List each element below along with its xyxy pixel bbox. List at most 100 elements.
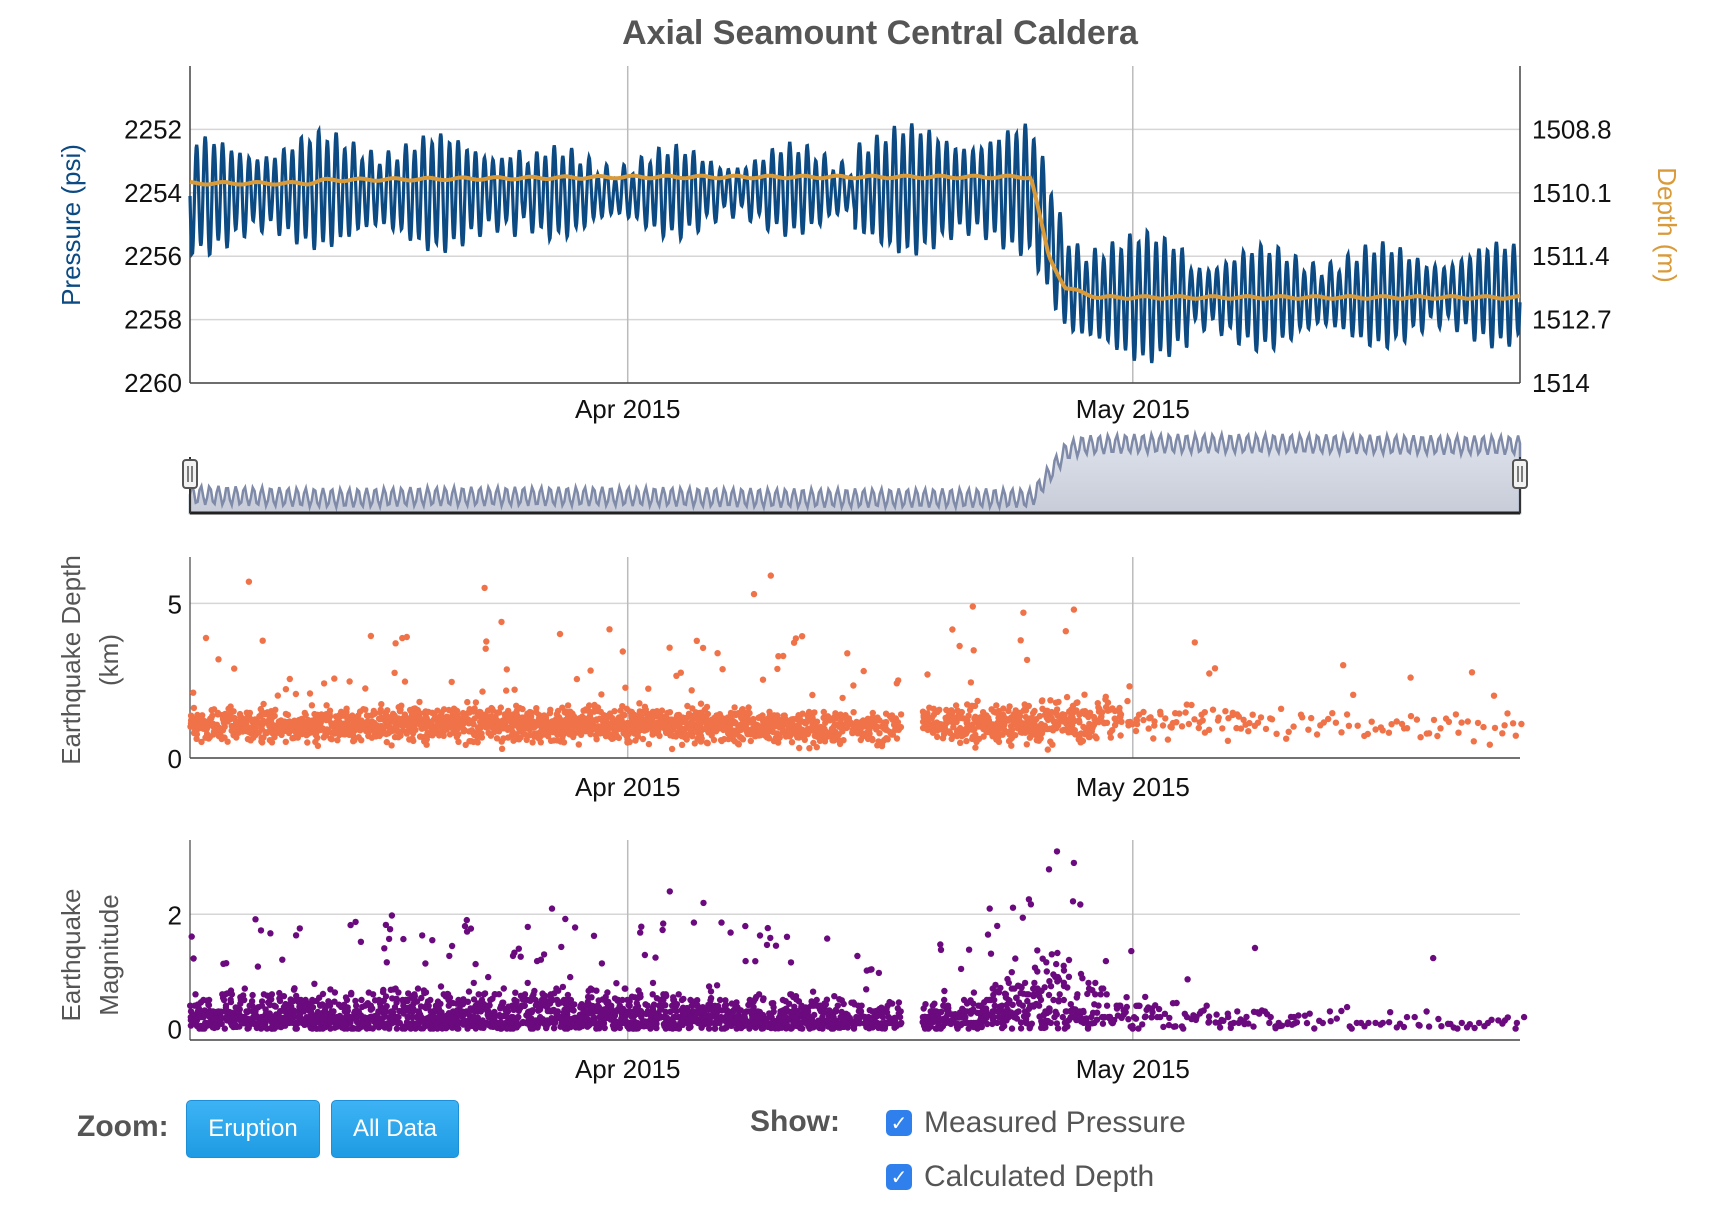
data-point bbox=[519, 718, 527, 725]
data-point bbox=[635, 987, 642, 994]
data-point bbox=[448, 678, 455, 686]
data-point bbox=[1365, 1019, 1372, 1027]
data-point bbox=[274, 692, 281, 699]
data-point bbox=[446, 952, 453, 960]
y2-tick-label: 1511.4 bbox=[1532, 241, 1610, 271]
data-point bbox=[223, 960, 230, 967]
data-point bbox=[1155, 1005, 1163, 1013]
data-point bbox=[369, 718, 376, 725]
data-point bbox=[397, 706, 404, 713]
data-point bbox=[529, 739, 536, 746]
data-point bbox=[1056, 991, 1063, 998]
zoom-all-data-button[interactable]: All Data bbox=[331, 1100, 459, 1158]
data-point bbox=[970, 989, 978, 996]
data-point bbox=[537, 739, 544, 746]
data-point bbox=[403, 633, 410, 641]
data-point bbox=[517, 953, 524, 960]
data-point bbox=[1034, 968, 1041, 975]
data-point bbox=[317, 725, 324, 732]
data-point bbox=[770, 1000, 777, 1007]
data-point bbox=[556, 630, 564, 638]
calculated-depth-toggle[interactable]: ✓ Calculated Depth bbox=[886, 1160, 1154, 1194]
data-point bbox=[1122, 1008, 1129, 1016]
data-point bbox=[1343, 1003, 1351, 1011]
data-point bbox=[567, 708, 574, 715]
data-point bbox=[271, 712, 278, 720]
timeline-navigator[interactable] bbox=[0, 0, 1710, 520]
data-point bbox=[1047, 1019, 1055, 1027]
data-point bbox=[369, 1005, 376, 1012]
data-point bbox=[495, 991, 503, 998]
checkmark-icon[interactable]: ✓ bbox=[886, 1110, 912, 1136]
data-point bbox=[764, 924, 771, 932]
data-point bbox=[331, 989, 339, 996]
data-point bbox=[394, 1019, 401, 1027]
data-point bbox=[564, 702, 572, 709]
navigator-right-handle[interactable] bbox=[1512, 459, 1528, 489]
data-point bbox=[190, 689, 197, 696]
data-point bbox=[200, 996, 207, 1004]
y-tick-label: 2258 bbox=[124, 305, 182, 335]
calculated-depth-label: Calculated Depth bbox=[924, 1160, 1155, 1193]
data-point bbox=[485, 973, 492, 981]
data-point bbox=[305, 730, 312, 737]
data-point bbox=[411, 993, 418, 1000]
data-point bbox=[1250, 1023, 1257, 1030]
data-point bbox=[1148, 1014, 1155, 1021]
data-point bbox=[937, 1008, 944, 1016]
data-point bbox=[363, 712, 371, 719]
data-point bbox=[1400, 1023, 1408, 1031]
measured-pressure-toggle[interactable]: ✓ Measured Pressure bbox=[886, 1106, 1186, 1140]
data-point bbox=[388, 912, 396, 919]
zoom-eruption-button[interactable]: Eruption bbox=[186, 1100, 320, 1158]
data-point bbox=[540, 951, 548, 958]
data-point bbox=[515, 1013, 522, 1021]
data-point bbox=[422, 989, 430, 996]
drag-handle-icon[interactable] bbox=[1512, 459, 1528, 489]
data-point bbox=[994, 922, 1001, 930]
data-point bbox=[1064, 1023, 1071, 1030]
data-point bbox=[202, 634, 210, 642]
data-point bbox=[567, 973, 574, 981]
data-point bbox=[551, 1019, 559, 1027]
checkmark-icon[interactable]: ✓ bbox=[886, 1164, 912, 1190]
data-point bbox=[513, 998, 520, 1005]
data-point bbox=[1267, 1013, 1274, 1021]
data-point bbox=[713, 982, 721, 989]
navigator-left-handle[interactable] bbox=[182, 459, 198, 489]
data-point bbox=[1019, 914, 1026, 921]
data-point bbox=[675, 991, 682, 998]
data-point bbox=[1311, 1025, 1318, 1032]
data-point bbox=[1031, 979, 1038, 987]
data-point bbox=[573, 675, 581, 683]
data-point bbox=[691, 1012, 699, 1019]
data-point bbox=[296, 925, 303, 932]
data-point bbox=[326, 713, 334, 720]
data-point bbox=[259, 637, 266, 644]
data-point bbox=[309, 1004, 317, 1011]
data-point bbox=[767, 934, 774, 942]
data-point bbox=[382, 713, 389, 721]
y-axis-title: Earthquake bbox=[56, 889, 86, 1022]
y-tick-label: 2260 bbox=[124, 368, 182, 398]
data-point bbox=[369, 991, 377, 998]
data-point bbox=[1403, 1013, 1411, 1021]
data-point bbox=[858, 1002, 865, 1009]
data-point bbox=[1224, 1010, 1232, 1017]
data-point bbox=[1047, 983, 1055, 990]
data-point bbox=[377, 709, 384, 716]
data-point bbox=[472, 960, 479, 968]
data-point bbox=[1181, 1010, 1189, 1017]
data-point bbox=[464, 998, 472, 1005]
drag-handle-icon[interactable] bbox=[182, 459, 198, 489]
data-point bbox=[987, 950, 995, 957]
data-point bbox=[1004, 975, 1011, 983]
data-point bbox=[224, 738, 231, 745]
data-point bbox=[746, 996, 753, 1004]
data-point bbox=[254, 963, 262, 970]
data-point bbox=[810, 1002, 817, 1009]
data-point bbox=[362, 685, 369, 692]
data-point bbox=[672, 1013, 679, 1021]
data-point bbox=[1054, 973, 1062, 981]
